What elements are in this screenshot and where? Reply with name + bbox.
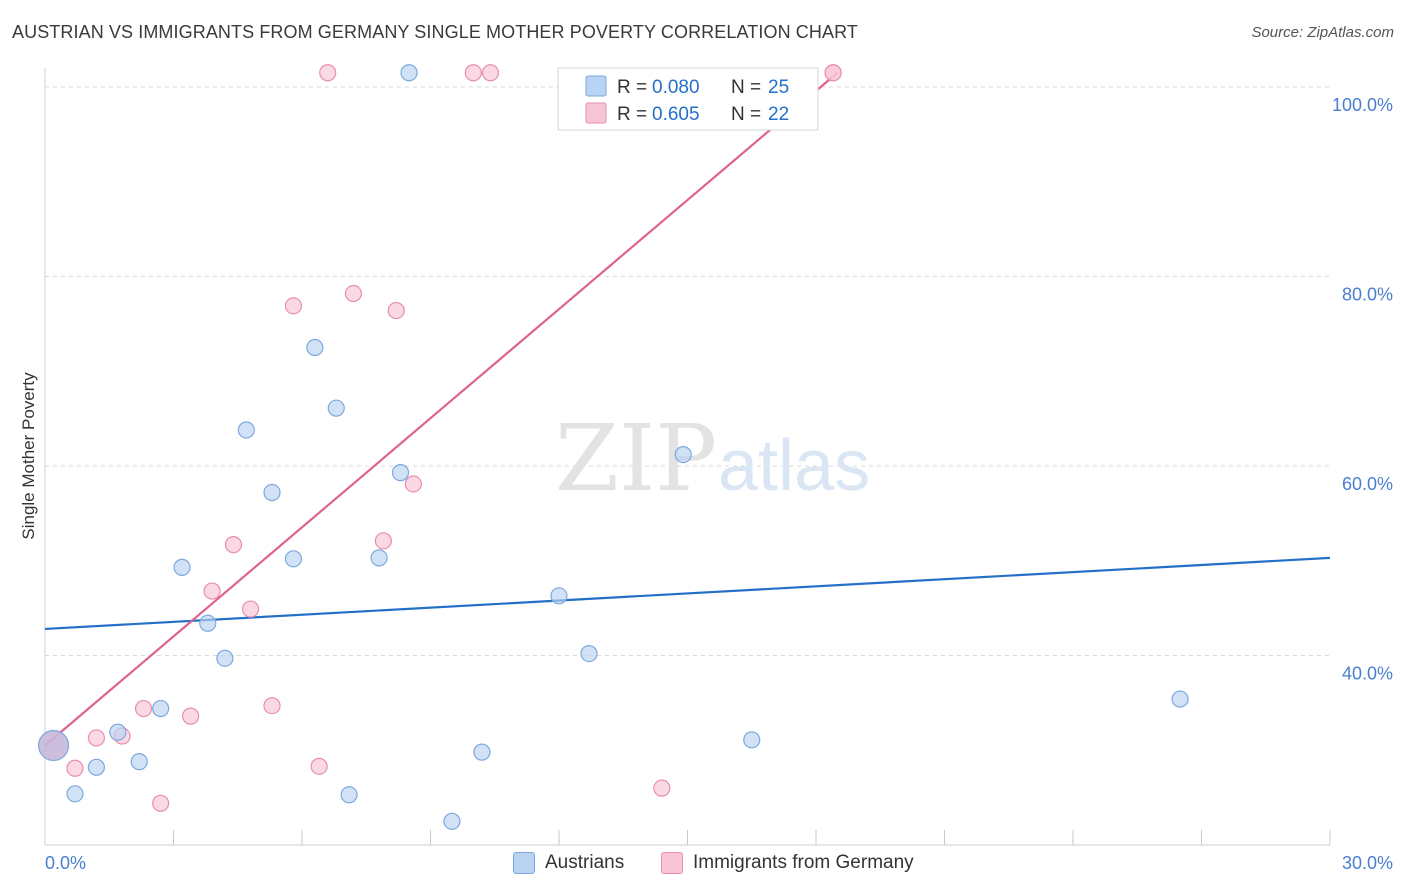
stats-r-value-2: 0.605 xyxy=(652,104,700,125)
x-tick-label-min: 0.0% xyxy=(45,853,86,873)
points-layer xyxy=(37,64,1189,830)
chart-title: AUSTRIAN VS IMMIGRANTS FROM GERMANY SING… xyxy=(12,22,858,42)
austrian-point[interactable] xyxy=(284,550,303,568)
austrian-point[interactable] xyxy=(152,699,170,718)
austrian-point[interactable] xyxy=(173,558,191,576)
y-tick-label: 80.0% xyxy=(1342,284,1393,304)
stats-n-label-1: N = xyxy=(731,77,761,98)
immigrants-trend-line xyxy=(44,71,839,747)
austrian-point[interactable] xyxy=(391,464,410,482)
axis-layer xyxy=(44,68,1330,846)
immigrant-point[interactable] xyxy=(824,64,842,82)
legend-label-immigrants: Immigrants from Germany xyxy=(693,852,914,873)
austrian-point[interactable] xyxy=(743,731,761,749)
stats-r-label-1: R = xyxy=(617,77,647,98)
austrian-point[interactable] xyxy=(306,338,324,357)
austrian-point[interactable] xyxy=(400,64,418,82)
stats-n-value-1: 25 xyxy=(768,77,789,98)
stats-r-value-1: 0.080 xyxy=(652,77,700,98)
austrian-point[interactable] xyxy=(327,399,345,417)
trend-layer xyxy=(44,71,1331,747)
immigrant-point[interactable] xyxy=(374,532,392,550)
watermark-zip: ZIP xyxy=(555,405,717,512)
immigrant-point[interactable] xyxy=(387,301,405,320)
immigrant-point[interactable] xyxy=(653,779,671,797)
immigrant-point[interactable] xyxy=(203,582,221,600)
austrian-point[interactable] xyxy=(674,446,692,464)
austrian-point[interactable] xyxy=(130,753,148,771)
austrians-trend-line xyxy=(44,556,1331,631)
watermark-atlas: atlas xyxy=(718,426,870,506)
legend-swatch-blue xyxy=(513,852,535,874)
austrian-point[interactable] xyxy=(87,758,106,776)
austrian-point[interactable] xyxy=(340,786,358,804)
austrian-point[interactable] xyxy=(1171,690,1189,708)
y-tick-label: 40.0% xyxy=(1342,663,1393,683)
immigrant-point[interactable] xyxy=(87,729,106,747)
source-credit: Source: ZipAtlas.com xyxy=(1251,24,1394,41)
stats-r-label-2: R = xyxy=(617,104,647,125)
austrian-point[interactable] xyxy=(66,785,84,803)
y-tick-label: 60.0% xyxy=(1342,474,1393,494)
immigrant-point[interactable] xyxy=(152,794,170,812)
austrian-point[interactable] xyxy=(580,644,598,663)
y-tick-label: 100.0% xyxy=(1332,95,1393,115)
immigrant-point[interactable] xyxy=(319,64,337,82)
austrian-point[interactable] xyxy=(443,812,461,830)
immigrant-point[interactable] xyxy=(182,707,200,725)
austrian-point[interactable] xyxy=(109,723,127,741)
immigrant-point[interactable] xyxy=(404,475,422,493)
immigrant-point[interactable] xyxy=(344,284,362,303)
stats-swatch-pink xyxy=(585,102,607,124)
immigrant-point[interactable] xyxy=(481,64,500,82)
immigrant-point[interactable] xyxy=(66,759,84,777)
x-tick-label-max: 30.0% xyxy=(1342,853,1393,873)
immigrant-point[interactable] xyxy=(284,297,303,315)
y-axis-title: Single Mother Poverty xyxy=(19,372,38,540)
immigrant-point[interactable] xyxy=(263,697,281,715)
immigrant-point[interactable] xyxy=(242,600,260,618)
legend-swatch-pink xyxy=(661,852,683,874)
austrian-point[interactable] xyxy=(473,743,491,761)
immigrant-point[interactable] xyxy=(310,757,328,775)
legend-item-austrians[interactable]: Austrians xyxy=(513,852,624,874)
austrian-point[interactable] xyxy=(263,483,281,502)
tick-label-layer: 40.0% 60.0% 80.0% 100.0% 0.0% 30.0% xyxy=(45,95,1393,873)
stats-n-value-2: 22 xyxy=(768,104,789,125)
austrian-point[interactable] xyxy=(237,421,255,439)
austrian-point[interactable] xyxy=(199,614,217,632)
legend-label-austrians: Austrians xyxy=(545,852,625,873)
austrian-point[interactable] xyxy=(37,729,70,762)
immigrant-point[interactable] xyxy=(224,536,243,554)
austrian-point[interactable] xyxy=(216,649,234,667)
immigrant-point[interactable] xyxy=(464,64,482,82)
stats-box: R = 0.080 N = 25 R = 0.605 N = 22 xyxy=(557,67,819,131)
watermark: ZIP atlas xyxy=(555,405,870,512)
austrian-point[interactable] xyxy=(370,549,388,567)
austrian-point[interactable] xyxy=(550,587,568,605)
stats-n-label-2: N = xyxy=(731,104,761,125)
legend-item-immigrants-from-germany[interactable]: Immigrants from Germany xyxy=(661,852,914,874)
stats-swatch-blue xyxy=(585,75,607,97)
immigrant-point[interactable] xyxy=(134,699,153,718)
